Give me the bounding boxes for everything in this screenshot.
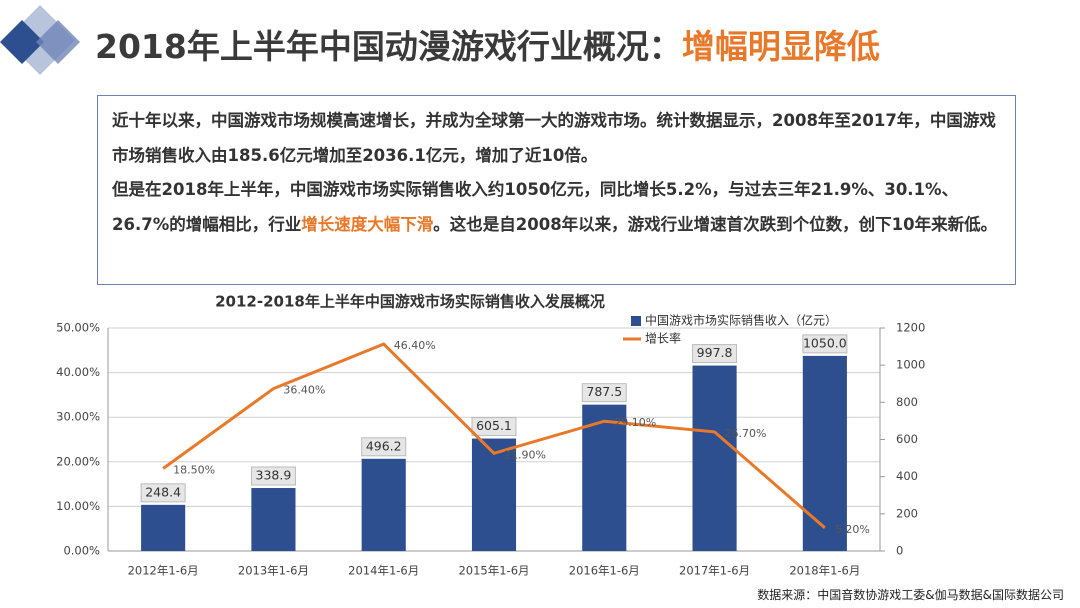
value-label: 605.1	[476, 418, 512, 433]
label-box	[802, 334, 848, 354]
bar	[802, 355, 847, 551]
label-box	[361, 437, 407, 457]
text: 但是在2018年上半年，中国游戏市场实际销售收入约1050亿元，同比增长5.2%…	[112, 180, 959, 234]
label-box	[250, 466, 296, 486]
bar	[141, 504, 186, 551]
value-label: 46.40%	[394, 339, 436, 352]
value-label: 248.4	[145, 484, 181, 499]
title-text: 2018年上半年中国动漫游戏行业概况：	[95, 27, 682, 66]
bar	[692, 365, 737, 551]
x-tick-label: 2017年1-6月	[679, 564, 750, 578]
y-tick-label: 0.00%	[63, 544, 100, 558]
source: 数据来源：中国音数协游戏工委&伽马数据&国际数据公司	[757, 588, 1064, 602]
legend-swatch	[631, 316, 641, 326]
x-tick-label: 2015年1-6月	[458, 564, 529, 578]
x-tick-label: 2012年1-6月	[128, 564, 199, 578]
value-label: 36.40%	[283, 384, 325, 397]
y-tick-label: 20.00%	[56, 454, 100, 468]
bar	[582, 404, 627, 551]
y-tick-label: 30.00%	[56, 410, 100, 424]
value-label: 997.8	[697, 345, 733, 360]
value-label: 29.10%	[614, 416, 656, 429]
label-box	[471, 417, 517, 437]
value-label: 18.50%	[173, 463, 215, 476]
text: 。这也是自2008年以来，游戏行业增速首次跌到个位数，创下10年来新低。	[433, 214, 998, 234]
value-label: 5.20%	[835, 523, 870, 536]
y2-tick-label: 1000	[896, 358, 925, 372]
y2-tick-label: 800	[896, 395, 918, 409]
y2-tick-label: 1200	[896, 321, 925, 335]
x-tick-label: 2018年1-6月	[789, 564, 860, 578]
line	[162, 342, 826, 529]
title-highlight: 增幅明显降低	[681, 27, 880, 66]
text-box: 近十年以来，中国游戏市场规模高速增长，并成为全球第一大的游戏市场。统计数据显示，…	[97, 95, 1016, 285]
label-box	[581, 383, 627, 403]
y2-tick-label: 600	[896, 432, 918, 446]
bar	[471, 438, 517, 551]
value-label: 26.70%	[725, 427, 767, 440]
paragraph: 但是在2018年上半年，中国游戏市场实际销售收入约1050亿元，同比增长5.2%…	[112, 173, 1001, 242]
paragraph: 近十年以来，中国游戏市场规模高速增长，并成为全球第一大的游戏市场。统计数据显示，…	[112, 111, 996, 165]
y2-tick-label: 200	[896, 506, 918, 520]
y-tick-label: 50.00%	[56, 321, 100, 335]
x-tick-label: 2014年1-6月	[348, 564, 419, 578]
bar	[251, 488, 296, 551]
bar	[361, 458, 406, 551]
y2-tick-label: 0	[896, 544, 903, 558]
legend-label: 中国游戏市场实际销售收入（亿元）	[645, 313, 837, 328]
decoration	[0, 5, 80, 75]
value-label: 338.9	[256, 468, 292, 483]
label-box	[692, 344, 738, 364]
y2-tick-label: 400	[896, 469, 918, 483]
label-box	[140, 483, 186, 503]
chart-title: 2012-2018年上半年中国游戏市场实际销售收入发展概况	[215, 293, 605, 311]
y-tick-label: 10.00%	[56, 499, 100, 513]
highlight: 增长速度大幅下滑	[301, 214, 434, 234]
y-tick-label: 40.00%	[56, 365, 100, 379]
value-label: 1050.0	[803, 335, 847, 350]
value-label: 787.5	[586, 384, 622, 399]
slide-title: 2018年上半年中国动漫游戏行业概况：增幅明显降低	[95, 20, 880, 68]
x-tick-label: 2013年1-6月	[238, 564, 309, 578]
legend-label: 增长率	[645, 331, 681, 346]
x-tick-label: 2016年1-6月	[569, 564, 640, 578]
value-label: 21.90%	[504, 448, 546, 461]
value-label: 496.2	[366, 438, 402, 453]
